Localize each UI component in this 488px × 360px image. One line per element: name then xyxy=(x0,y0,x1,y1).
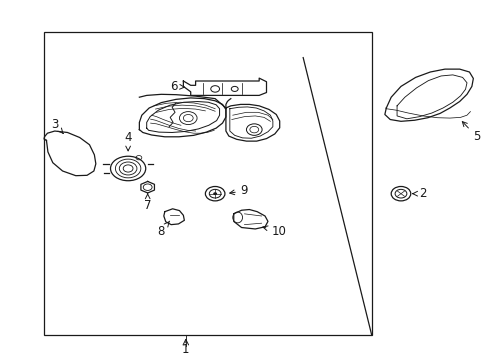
Text: 9: 9 xyxy=(229,184,248,197)
Text: 10: 10 xyxy=(263,225,285,238)
Text: 8: 8 xyxy=(157,221,169,238)
Text: 4: 4 xyxy=(124,131,132,151)
Bar xyxy=(44,32,371,335)
Text: 6: 6 xyxy=(169,80,184,93)
Text: 5: 5 xyxy=(461,122,480,143)
Circle shape xyxy=(213,192,217,195)
Text: 1: 1 xyxy=(182,343,189,356)
Text: 2: 2 xyxy=(412,187,426,200)
Text: 3: 3 xyxy=(51,118,63,134)
Text: 7: 7 xyxy=(143,193,151,212)
